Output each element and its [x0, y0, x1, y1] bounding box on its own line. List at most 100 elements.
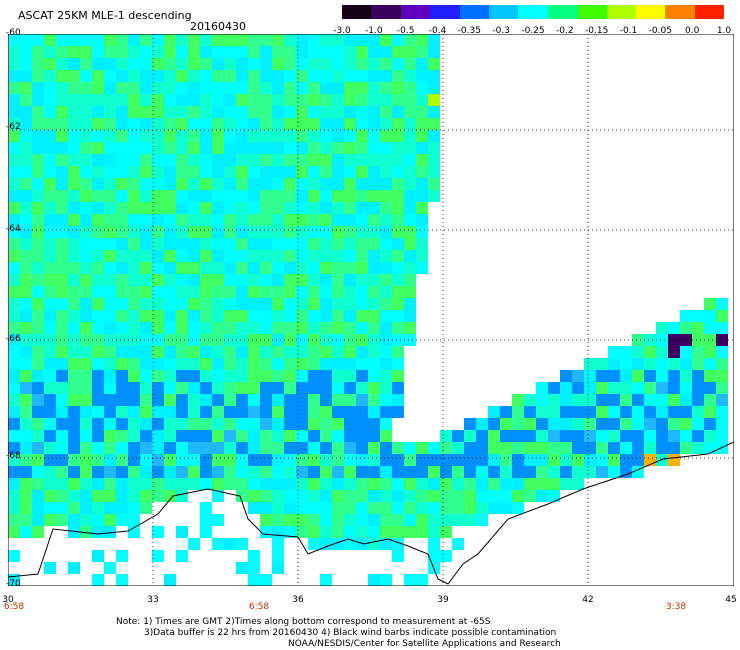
data-cell — [188, 370, 200, 382]
data-cell — [104, 82, 116, 94]
data-cell — [56, 310, 68, 322]
data-cell — [332, 190, 344, 202]
data-cell — [404, 574, 416, 586]
data-cell — [392, 34, 404, 46]
data-cell — [236, 202, 248, 214]
data-cell — [344, 46, 356, 58]
data-cell — [116, 406, 128, 418]
data-cell — [200, 118, 212, 130]
data-cell — [212, 310, 224, 322]
data-cell — [116, 346, 128, 358]
data-cell — [32, 514, 44, 526]
data-cell — [416, 226, 428, 238]
data-cell — [404, 262, 416, 274]
data-cell — [236, 154, 248, 166]
data-cell — [224, 46, 236, 58]
data-cell — [404, 214, 416, 226]
data-cell — [104, 454, 116, 466]
data-cell — [212, 346, 224, 358]
data-cell — [260, 130, 272, 142]
colorbar-tick-label: 0.0 — [684, 26, 700, 36]
data-cell — [248, 418, 260, 430]
data-cell — [68, 214, 80, 226]
data-cell — [440, 490, 452, 502]
data-cell — [8, 142, 20, 154]
data-cell — [80, 250, 92, 262]
data-cell — [296, 286, 308, 298]
data-cell — [356, 82, 368, 94]
data-cell — [536, 466, 548, 478]
data-cell — [680, 346, 692, 358]
data-cell — [416, 58, 428, 70]
data-cell — [188, 214, 200, 226]
data-cell — [200, 514, 212, 526]
data-cell — [416, 46, 428, 58]
data-cell — [596, 358, 608, 370]
data-cell — [152, 274, 164, 286]
data-cell — [212, 34, 224, 46]
data-cell — [476, 466, 488, 478]
data-cell — [32, 526, 44, 538]
data-cell — [164, 106, 176, 118]
data-cell — [104, 526, 116, 538]
data-cell — [68, 190, 80, 202]
data-cell — [440, 550, 452, 562]
data-cell — [248, 166, 260, 178]
data-cell — [200, 382, 212, 394]
data-cell — [308, 214, 320, 226]
data-cell — [308, 250, 320, 262]
data-cell — [392, 406, 404, 418]
data-cell — [284, 370, 296, 382]
data-cell — [32, 106, 44, 118]
data-cell — [416, 94, 428, 106]
data-cell — [44, 178, 56, 190]
data-cell — [200, 142, 212, 154]
data-cell — [104, 358, 116, 370]
data-cell — [284, 310, 296, 322]
data-cell — [284, 142, 296, 154]
data-cell — [380, 334, 392, 346]
data-cell — [176, 454, 188, 466]
data-cell — [44, 226, 56, 238]
data-cell — [260, 190, 272, 202]
data-cell — [344, 142, 356, 154]
data-cell — [152, 106, 164, 118]
data-cell — [176, 46, 188, 58]
data-cell — [272, 106, 284, 118]
data-cell — [44, 442, 56, 454]
data-cell — [92, 202, 104, 214]
data-cell — [452, 514, 464, 526]
data-cell — [68, 466, 80, 478]
data-cell — [80, 466, 92, 478]
data-cell — [416, 154, 428, 166]
data-cell — [128, 142, 140, 154]
data-cell — [272, 538, 284, 550]
data-cell — [212, 250, 224, 262]
data-cell — [212, 154, 224, 166]
data-cell — [68, 118, 80, 130]
data-cell — [284, 382, 296, 394]
data-cell — [452, 478, 464, 490]
data-cell — [344, 34, 356, 46]
data-cell — [56, 322, 68, 334]
data-cell — [572, 382, 584, 394]
data-cell — [32, 322, 44, 334]
data-cell — [512, 466, 524, 478]
data-cell — [584, 418, 596, 430]
data-cell — [716, 358, 728, 370]
data-cell — [608, 394, 620, 406]
data-cell — [296, 514, 308, 526]
data-cell — [608, 346, 620, 358]
data-cell — [368, 418, 380, 430]
data-cell — [524, 478, 536, 490]
data-cell — [8, 118, 20, 130]
data-cell — [704, 298, 716, 310]
data-cell — [272, 310, 284, 322]
data-cell — [68, 178, 80, 190]
lat-label: -62 — [6, 122, 21, 132]
time-label: 3:38 — [665, 602, 687, 612]
data-cell — [584, 382, 596, 394]
data-cell — [512, 394, 524, 406]
data-cell — [200, 238, 212, 250]
data-cell — [212, 214, 224, 226]
